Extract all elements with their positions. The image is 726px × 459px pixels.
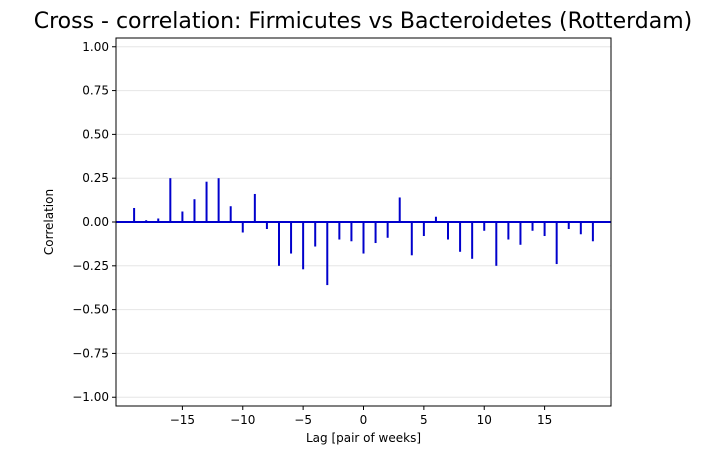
- y-tick-label: 0.50: [82, 127, 109, 141]
- y-tick-label: 1.00: [82, 40, 109, 54]
- y-tick-label: 0.25: [82, 171, 109, 185]
- x-axis-label: Lag [pair of weeks]: [306, 431, 421, 445]
- bars: [133, 178, 594, 286]
- x-tick-label: −5: [294, 413, 312, 427]
- y-axis-label: Correlation: [42, 189, 56, 255]
- y-tick-label: 0.00: [82, 215, 109, 229]
- y-axis: −1.00 −0.75 −0.50 −0.25 0.00 0.25 0.50 0.75 1.00: [72, 40, 116, 404]
- y-tick-label: −0.75: [72, 346, 109, 360]
- y-tick-label: −0.25: [72, 259, 109, 273]
- x-tick-label: 15: [537, 413, 552, 427]
- x-tick-label: −10: [230, 413, 255, 427]
- x-tick-label: −15: [170, 413, 195, 427]
- y-tick-label: −1.00: [72, 390, 109, 404]
- chart-title: Cross - correlation: Firmicutes vs Bacte…: [34, 9, 693, 34]
- x-tick-label: 10: [477, 413, 492, 427]
- x-tick-label: 5: [420, 413, 428, 427]
- y-tick-label: 0.75: [82, 84, 109, 98]
- y-tick-label: −0.50: [72, 303, 109, 317]
- x-axis: −15 −10 −5 0 5 10 15: [170, 406, 552, 427]
- x-tick-label: 0: [360, 413, 368, 427]
